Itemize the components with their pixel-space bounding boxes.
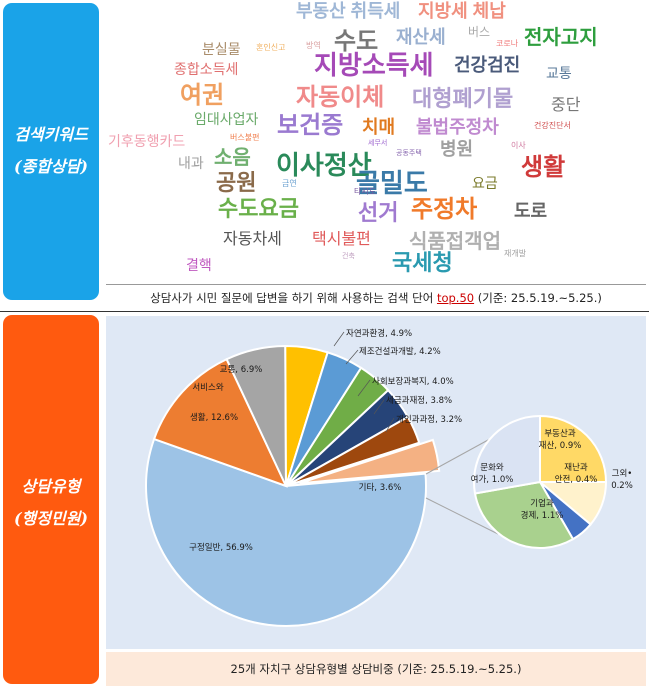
data-label: 기업과 경제, 1.1% bbox=[521, 499, 564, 521]
pie-slice bbox=[299, 438, 441, 485]
consult-type-section-subtitle: (행정민원) bbox=[13, 509, 89, 528]
data-label: 생활, 12.6% bbox=[190, 412, 238, 423]
keyword-word: 중단 bbox=[551, 97, 581, 114]
keyword-word: 이사정산 bbox=[276, 150, 372, 180]
keyword-word: 임대사업자 bbox=[194, 111, 259, 127]
pie-slice bbox=[145, 437, 427, 627]
data-label: 구정일반, 56.9% bbox=[189, 542, 253, 553]
subpie-slice bbox=[473, 414, 541, 495]
keyword-caption-text: 상담사가 시민 질문에 답변을 하기 위해 사용하는 검색 단어 bbox=[150, 291, 437, 305]
pie-slice bbox=[152, 357, 288, 488]
keyword-word: 부동산 취득세 bbox=[296, 1, 401, 21]
keyword-section-title: 검색키워드 bbox=[14, 125, 88, 144]
keyword-section-tab: 검색키워드 (종합상담) bbox=[3, 3, 99, 300]
keyword-word: 소음 bbox=[214, 147, 251, 169]
keyword-word: 주정차 bbox=[411, 196, 478, 223]
keyword-section-subtitle: (종합상담) bbox=[13, 157, 89, 176]
data-label: 서비스와 bbox=[192, 382, 223, 393]
consult-type-section-tab: 상담유형 (행정민원) bbox=[3, 315, 99, 684]
keyword-caption-period: (기준: 25.5.19.~5.25.) bbox=[474, 291, 602, 305]
keyword-word: 세무서 bbox=[368, 140, 388, 147]
keyword-word: 도로 bbox=[514, 201, 548, 221]
leader-line bbox=[333, 331, 345, 347]
connector-line bbox=[425, 433, 500, 475]
keyword-word: 국세청 bbox=[392, 250, 453, 275]
keyword-word: 기후동행카드 bbox=[108, 133, 186, 149]
keyword-word: 방역 bbox=[306, 41, 321, 50]
subpie-slice bbox=[473, 480, 575, 549]
keyword-word: 공동주택 bbox=[396, 150, 422, 157]
subpie-slice bbox=[539, 414, 608, 483]
keyword-word: 건강검진 bbox=[454, 55, 521, 75]
data-label: 문화와 여가, 1.0% bbox=[471, 462, 514, 485]
keyword-word: 건축 bbox=[342, 253, 355, 260]
keyword-word: 분실물 bbox=[202, 41, 241, 57]
chart-caption: 25개 자치구 상담유형별 상담비중 (기준: 25.5.19.~5.25.) bbox=[106, 652, 646, 686]
keyword-word: 지방소득세 bbox=[314, 50, 434, 80]
keyword-word: 버스 bbox=[468, 25, 491, 39]
keyword-word: 재산세 bbox=[396, 27, 446, 47]
leader-line bbox=[373, 399, 385, 415]
keyword-word: 병원 bbox=[440, 139, 474, 159]
data-label: 제조건설과개발, 4.2% bbox=[359, 346, 441, 357]
keyword-word: 공원 bbox=[216, 170, 257, 195]
keyword-word: 불법주정차 bbox=[416, 117, 499, 137]
leader-line bbox=[357, 379, 371, 397]
keyword-word: 대형폐기물 bbox=[412, 86, 514, 111]
keyword-word: 버스불편 bbox=[230, 133, 260, 142]
keyword-word: 자동이체 bbox=[296, 84, 385, 111]
leader-line bbox=[345, 349, 359, 365]
keyword-word: 금연 bbox=[282, 179, 297, 188]
keyword-word: 교통 bbox=[546, 65, 572, 81]
keyword-word: 종합소득세 bbox=[174, 61, 239, 77]
keyword-word: 선거 bbox=[358, 200, 399, 225]
keyword-word: 내과 bbox=[178, 155, 204, 171]
data-label: 기타, 3.6% bbox=[359, 483, 402, 493]
data-label: 자연과환경, 4.9% bbox=[346, 328, 412, 339]
keyword-word: 택시불편 bbox=[312, 231, 371, 248]
keyword-word: 재개발 bbox=[504, 249, 527, 258]
data-label: 사회보장과복지, 4.0% bbox=[372, 376, 454, 387]
keyword-word: 코로나 bbox=[496, 39, 519, 48]
consult-type-section-title: 상담유형 bbox=[21, 477, 81, 496]
data-label: 개인과과정, 3.2% bbox=[396, 414, 462, 425]
keyword-word: 여권 bbox=[180, 82, 225, 109]
keyword-word: 자동차세 bbox=[223, 231, 282, 248]
keyword-caption: 상담사가 시민 질문에 답변을 하기 위해 사용하는 검색 단어 top.50 … bbox=[106, 284, 646, 311]
keyword-word: 이사 bbox=[511, 141, 526, 150]
keyword-word: 골밀도 bbox=[356, 168, 428, 198]
keyword-word: 식품접객업 bbox=[409, 231, 501, 253]
data-label: 그외• 0.2% bbox=[611, 468, 633, 491]
data-label: 교통, 6.9% bbox=[220, 365, 263, 375]
keyword-caption-highlight: top.50 bbox=[436, 291, 475, 305]
data-label: 부동산과 재산, 0.9% bbox=[539, 428, 582, 451]
section-divider bbox=[0, 311, 649, 312]
keyword-word: 전자고지 bbox=[524, 27, 598, 49]
keyword-word: 지방세 체납 bbox=[418, 1, 506, 21]
pie-slice bbox=[285, 415, 421, 487]
keyword-word: 건강진단서 bbox=[534, 121, 571, 130]
leader-line bbox=[385, 417, 395, 433]
keyword-word: 생활 bbox=[521, 154, 566, 181]
data-label: 세금과재정, 3.8% bbox=[386, 395, 452, 406]
data-label: 재난과 안전, 0.4% bbox=[555, 463, 598, 485]
keyword-word: 보건증 bbox=[277, 112, 344, 139]
connector-line bbox=[425, 497, 499, 535]
keyword-word: 요금 bbox=[472, 175, 498, 191]
keyword-word: 치매 bbox=[362, 117, 396, 137]
keyword-word: 결핵 bbox=[186, 257, 212, 273]
keyword-word: 수도 bbox=[334, 28, 379, 55]
keyword-word: 혼인신고 bbox=[256, 43, 286, 52]
keyword-word: 타시도 bbox=[354, 187, 377, 196]
keyword-word: 수도요금 bbox=[218, 196, 299, 221]
